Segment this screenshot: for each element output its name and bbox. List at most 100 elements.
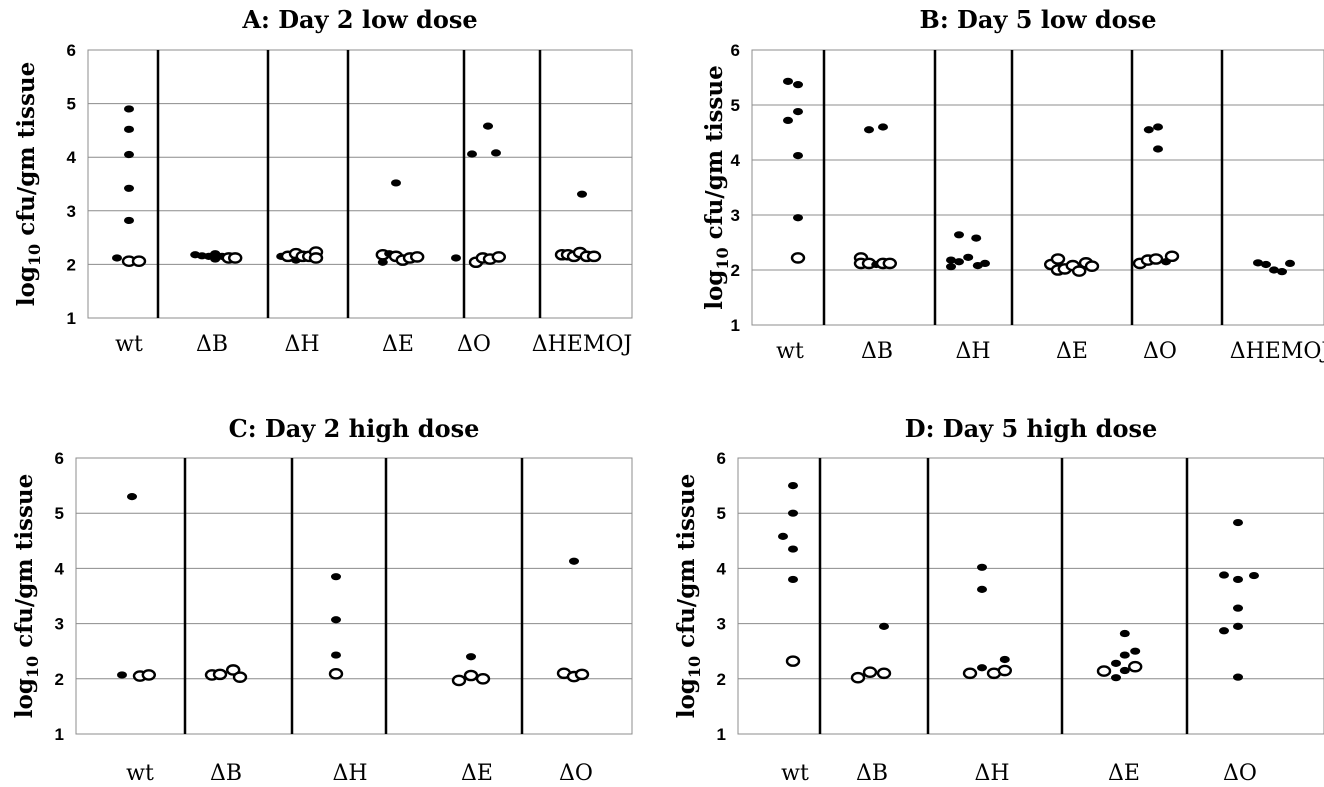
data-point-filled: [793, 152, 803, 160]
y-axis-label: log10 cfu/gm tissue: [11, 474, 42, 719]
data-point-filled: [1233, 575, 1243, 584]
y-tick-label: 4: [67, 148, 77, 167]
data-point-filled: [1119, 666, 1130, 675]
x-category-label: ΔE: [1056, 339, 1088, 364]
data-point-filled: [483, 122, 493, 130]
chart-title: B: Day 5 low dose: [920, 5, 1157, 34]
plot-area: [87, 49, 633, 319]
y-axis-label-rest: cfu/gm tissue: [673, 474, 700, 656]
data-point-open: [574, 668, 590, 681]
data-point-filled: [946, 263, 956, 271]
x-category-label: ΔO: [1143, 339, 1177, 364]
y-tick-label: 1: [67, 309, 76, 328]
data-point-open: [790, 252, 806, 264]
y-axis-label-subscript: 10: [23, 656, 42, 678]
data-point-filled: [1253, 259, 1263, 267]
data-point-filled: [124, 125, 134, 133]
data-point-filled: [788, 545, 798, 553]
data-point-open: [1127, 660, 1143, 673]
x-category-label: wt: [781, 761, 809, 786]
data-point-filled: [788, 482, 798, 490]
plot-area: [75, 457, 633, 735]
data-point-open: [227, 252, 243, 264]
data-point-open: [475, 673, 491, 685]
data-point-filled: [331, 616, 341, 624]
data-point-filled: [1277, 268, 1287, 276]
x-category-label: ΔHEMOJ: [1230, 339, 1324, 364]
data-point-open: [1071, 265, 1087, 277]
data-point-filled: [788, 575, 798, 584]
data-point-filled: [963, 253, 974, 261]
x-category-label: ΔH: [332, 761, 367, 786]
y-tick-label: 6: [717, 449, 726, 468]
data-point-filled: [793, 81, 803, 89]
y-tick-label: 1: [717, 725, 726, 744]
data-point-filled: [1119, 629, 1130, 638]
y-axis-label-subscript: 10: [25, 244, 44, 266]
data-point-filled: [331, 651, 341, 659]
data-point-open: [410, 251, 425, 263]
y-tick-label: 2: [67, 255, 76, 274]
data-point-filled: [1269, 266, 1279, 274]
y-axis-label-main: log: [673, 678, 700, 718]
data-point-filled: [1285, 259, 1295, 267]
data-point-filled: [1153, 145, 1163, 153]
data-point-open: [862, 666, 878, 678]
data-point-open: [1148, 253, 1164, 265]
x-category-label: ΔB: [856, 761, 888, 786]
x-category-label: ΔH: [955, 339, 990, 364]
x-category-label: ΔO: [457, 332, 491, 357]
chart-title: A: Day 2 low dose: [241, 5, 477, 34]
data-point-filled: [1143, 126, 1154, 134]
data-point-filled: [124, 105, 134, 113]
data-point-filled: [1130, 647, 1141, 655]
data-point-filled: [778, 532, 788, 540]
data-point-filled: [377, 258, 388, 266]
chart-title: D: Day 5 high dose: [905, 414, 1157, 443]
data-point-filled: [1233, 604, 1243, 612]
data-point-filled: [491, 149, 501, 157]
data-point-filled: [793, 214, 803, 222]
y-axis-label-subscript: 10: [685, 656, 704, 678]
data-point-open: [141, 669, 157, 681]
y-tick-label: 5: [67, 95, 76, 114]
data-point-filled: [1261, 260, 1271, 269]
chart-panel-2: 1 2 3 4 5 6 C: Day 2 high dose log10 cfu/gm tis…: [11, 414, 633, 786]
data-point-filled: [124, 150, 134, 159]
data-point-filled: [864, 126, 874, 134]
data-point-filled: [451, 254, 461, 262]
data-point-open: [308, 252, 324, 264]
y-tick-label: 6: [55, 449, 64, 468]
data-point-filled: [977, 585, 987, 593]
data-point-filled: [1233, 673, 1243, 681]
data-point-filled: [1219, 627, 1229, 635]
y-tick-label: 3: [67, 202, 76, 221]
plot-area: [751, 49, 1324, 326]
x-category-label: ΔB: [861, 339, 893, 364]
y-axis-label: log10 cfu/gm tissue: [13, 62, 44, 307]
data-point-filled: [577, 190, 587, 198]
x-category-label: ΔO: [1223, 761, 1257, 786]
x-category-label: ΔE: [382, 332, 414, 357]
y-axis-label: log10 cfu/gm tissue: [673, 474, 704, 719]
data-point-filled: [1153, 123, 1163, 131]
data-point-filled: [971, 234, 982, 242]
data-point-filled: [878, 123, 888, 131]
y-axis-label-main: log: [13, 266, 40, 306]
data-point-filled: [954, 258, 964, 266]
data-point-open: [328, 668, 344, 680]
x-category-label: ΔB: [210, 761, 242, 786]
y-tick-label: 5: [55, 504, 64, 523]
y-axis-label-subscript: 10: [713, 247, 732, 269]
chart-panel-1: 1 2 3 4 5 6 B: Day 5 low dose log10 cfu/gm tiss…: [701, 5, 1324, 364]
y-tick-label: 1: [55, 725, 64, 744]
y-tick-label: 5: [717, 504, 726, 523]
data-point-filled: [124, 216, 134, 225]
x-category-label: ΔHEMOJ: [532, 332, 633, 357]
data-point-filled: [1119, 651, 1130, 659]
data-point-filled: [466, 653, 476, 661]
data-point-filled: [1249, 571, 1259, 580]
data-point-open: [131, 255, 147, 267]
data-point-open: [785, 655, 801, 667]
